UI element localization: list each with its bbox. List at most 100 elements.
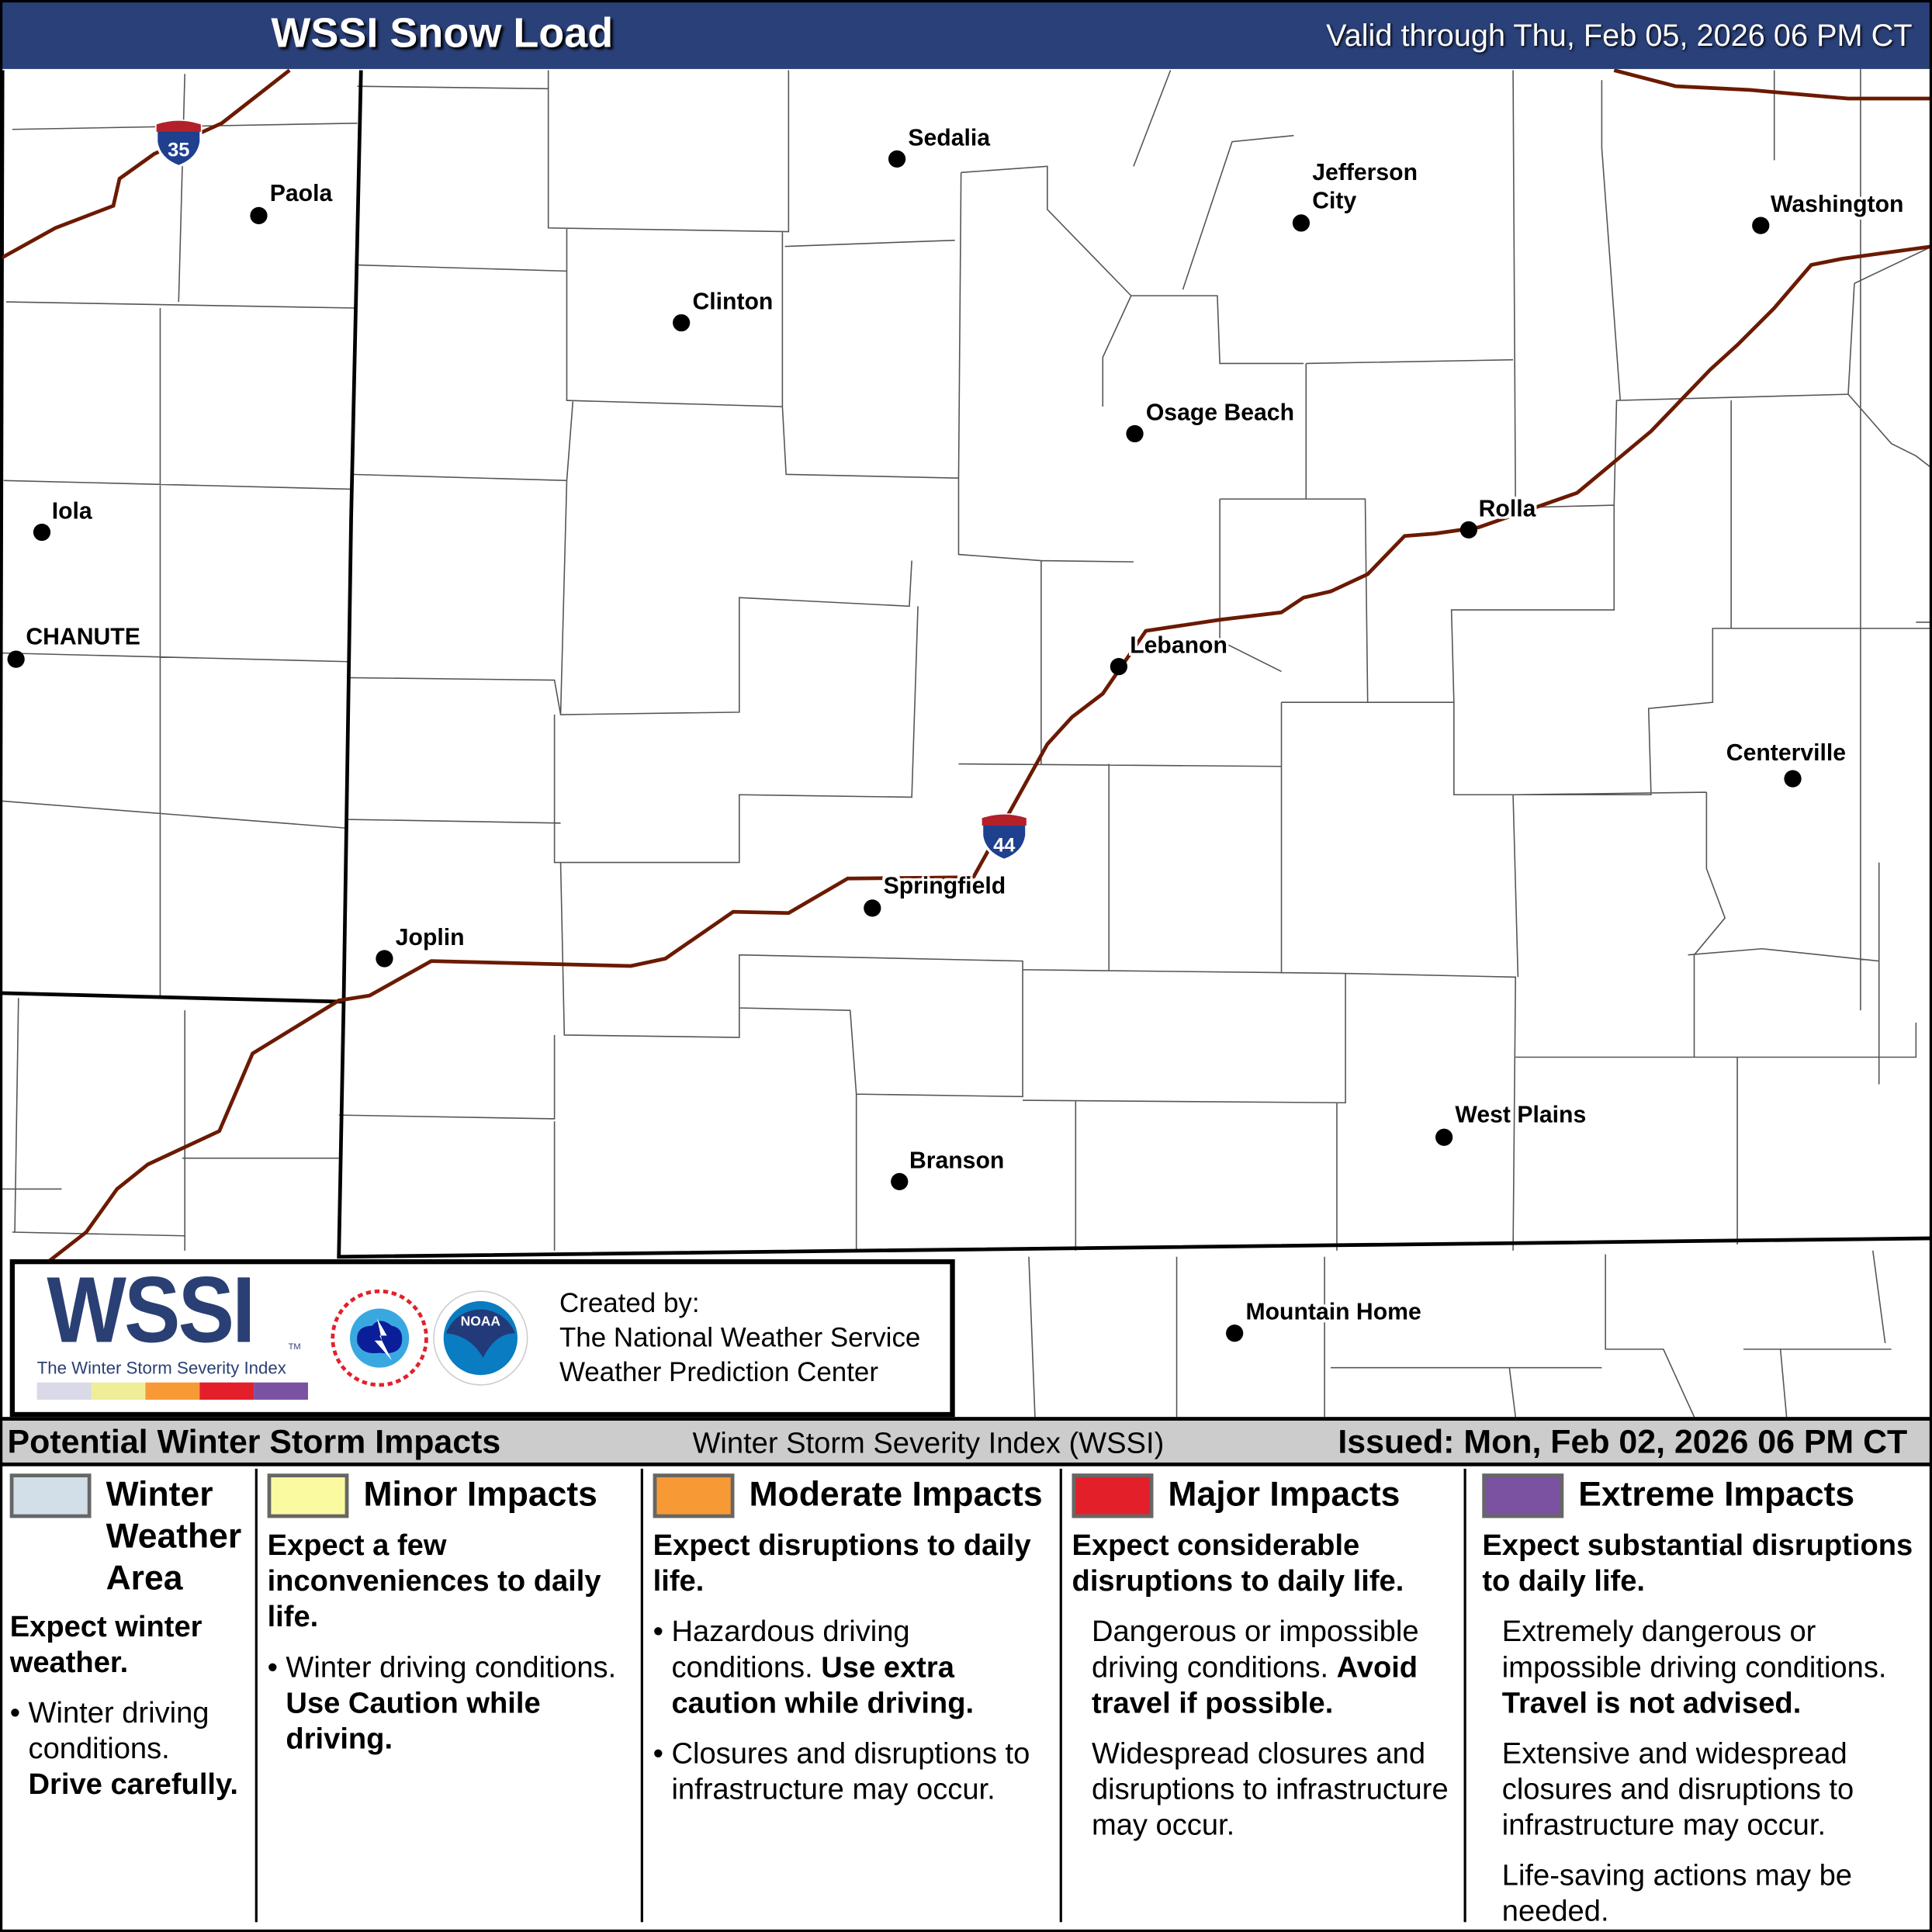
bullet: Hazardous driving conditions. Use extra … [653, 1614, 1055, 1721]
bullet: Winter driving conditions. Drive careful… [10, 1695, 251, 1802]
category-label: Minor Impacts [363, 1474, 597, 1514]
interstate-35-shield-icon: 35 [154, 119, 204, 168]
bullet-text: Winter driving conditions. [28, 1696, 209, 1766]
city-dot [376, 950, 393, 968]
noaa-seal-text: NOAA [461, 1314, 501, 1329]
interstate-44-route [29, 244, 1932, 1277]
legend-title-bar: Potential Winter Storm Impacts Winter St… [0, 1417, 1932, 1466]
impact-emphasis: Travel is not advised. [1501, 1686, 1802, 1720]
bullet: Winter driving conditions. Use Caution w… [268, 1650, 637, 1757]
issued-time: Issued: Mon, Feb 02, 2026 06 PM CT [1338, 1423, 1908, 1460]
interstate-44-shield-icon: 44 [979, 813, 1029, 862]
color-swatch [653, 1473, 735, 1518]
city-label: Osage Beach [1145, 400, 1295, 427]
category-summary: Expect substantial disruptions to daily … [1482, 1529, 1913, 1598]
city-dot [891, 1172, 909, 1191]
scale-swatch [254, 1382, 308, 1400]
bullet-emphasis: Use extra caution while driving. [671, 1650, 975, 1720]
scale-swatch [36, 1382, 92, 1400]
legend-winter-weather-area: Winter Weather Area Expect winter weathe… [9, 1473, 251, 1930]
city-label: Mountain Home [1245, 1300, 1421, 1326]
legend-minor-impacts: Minor Impacts Expect a few inconvenience… [267, 1473, 637, 1930]
category-header: Moderate Impacts [653, 1473, 1055, 1518]
nws-seal-icon [331, 1289, 429, 1387]
legend-extreme-impacts: Extreme Impacts Expect substantial disru… [1482, 1473, 1928, 1930]
category-label: Extreme Impacts [1578, 1474, 1855, 1514]
wssi-wordmark: WSSI [47, 1258, 255, 1363]
legend-title: Potential Winter Storm Impacts [7, 1423, 501, 1460]
city-dot [1459, 521, 1478, 538]
bullet-emphasis: Drive carefully. [28, 1768, 238, 1802]
impact-text: Widespread closures and disruptions to i… [1091, 1737, 1449, 1843]
city-dot [1226, 1324, 1244, 1342]
created-by-label: Created by: [559, 1287, 700, 1319]
city-dot [33, 523, 51, 542]
shield-number: 35 [168, 140, 189, 161]
category-summary: Expect winter weather. [9, 1610, 203, 1680]
impact-text: Dangerous or impossible driving conditio… [1072, 1614, 1462, 1721]
city-dot [1126, 424, 1144, 443]
city-dot [250, 206, 268, 225]
column-divider [254, 1468, 258, 1923]
city-label: Springfield [883, 873, 1006, 900]
interstate-highways [0, 68, 1932, 1277]
org-nws: The National Weather Service [559, 1321, 921, 1353]
highway-route [1613, 68, 1932, 101]
category-header: Minor Impacts [267, 1473, 637, 1518]
impact-emphasis: Avoid travel if possible. [1091, 1650, 1418, 1720]
city-label: Centerville [1726, 740, 1847, 767]
city-label: Paola [269, 181, 333, 207]
bullet-emphasis: Use Caution while driving. [286, 1686, 541, 1756]
color-swatch [9, 1473, 92, 1518]
scale-swatch [199, 1382, 254, 1400]
city-dot [673, 313, 691, 332]
color-swatch [1482, 1473, 1564, 1518]
city-label: Branson [909, 1148, 1005, 1175]
bullet-text: Winter driving conditions. [286, 1650, 617, 1684]
wssi-logo-box: WSSI TM The Winter Storm Severity Index … [9, 1258, 955, 1418]
impact-detail: Extremely dangerous or impossible drivin… [1501, 1615, 1887, 1684]
map-canvas [0, 68, 1932, 1418]
city-dot [7, 650, 25, 668]
category-summary: Expect considerable disruptions to daily… [1072, 1529, 1404, 1598]
category-label: Winter Weather Area [106, 1474, 242, 1598]
impact-text: Extremely dangerous or impossible drivin… [1482, 1614, 1928, 1721]
city-dot [1292, 214, 1311, 232]
city-label: Sedalia [908, 125, 991, 152]
county-boundaries [0, 68, 1932, 1418]
legend-major-impacts: Major Impacts Expect considerable disrup… [1072, 1473, 1462, 1930]
city-dot [1435, 1128, 1453, 1146]
city-label: Lebanon [1130, 633, 1227, 660]
city-label: Jefferson City [1312, 160, 1418, 215]
city-dot [1110, 657, 1128, 676]
credits: Created by: The National Weather Service… [559, 1286, 920, 1390]
city-label: Rolla [1478, 496, 1536, 523]
bullet-text: Hazardous driving conditions. [671, 1615, 910, 1684]
city-label: Joplin [395, 925, 465, 951]
category-header: Extreme Impacts [1482, 1473, 1928, 1518]
wssi-subtitle: The Winter Storm Severity Index [36, 1357, 286, 1378]
bullet: Closures and disruptions to infrastructu… [653, 1736, 1055, 1807]
trademark: TM [288, 1342, 301, 1352]
column-divider [1059, 1468, 1062, 1923]
scale-swatch [145, 1382, 200, 1400]
noaa-seal-icon: NOAA [431, 1289, 530, 1387]
valid-through: Valid through Thu, Feb 05, 2026 06 PM CT [1326, 18, 1913, 54]
scale-swatch [91, 1382, 146, 1400]
city-dot [888, 150, 906, 168]
impact-text: Extensive and widespread closures and di… [1501, 1737, 1854, 1843]
column-divider [1463, 1468, 1466, 1923]
category-summary: Expect disruptions to daily life. [653, 1529, 1031, 1598]
color-swatch [267, 1473, 349, 1518]
column-divider [640, 1468, 643, 1923]
state-boundaries [0, 70, 1932, 1259]
city-label: Clinton [692, 289, 774, 316]
category-label: Major Impacts [1168, 1474, 1401, 1514]
org-wpc: Weather Prediction Center [559, 1356, 878, 1388]
city-label: Iola [51, 499, 92, 525]
city-label: West Plains [1455, 1103, 1587, 1129]
shield-number: 44 [993, 834, 1015, 856]
header-bar: WSSI Snow Load Valid through Thu, Feb 05… [0, 0, 1932, 69]
legend-moderate-impacts: Moderate Impacts Expect disruptions to d… [653, 1473, 1055, 1930]
